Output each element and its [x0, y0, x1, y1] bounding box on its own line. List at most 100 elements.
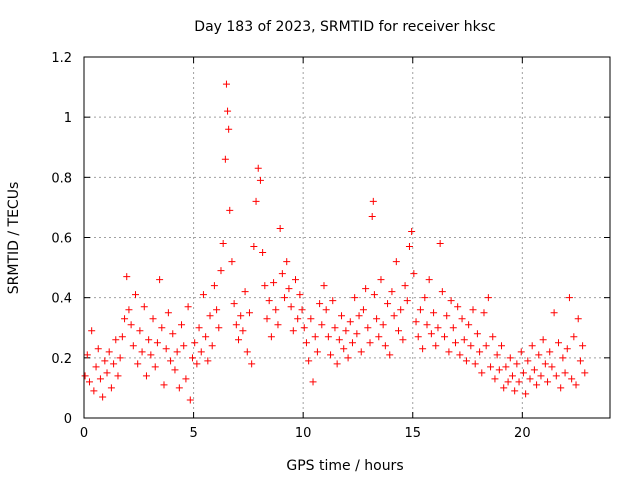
- y-tick-label: 0.4: [51, 292, 72, 307]
- data-point: [90, 387, 98, 395]
- data-point: [327, 351, 335, 359]
- data-point: [395, 327, 403, 335]
- data-point: [287, 303, 295, 311]
- data-point: [557, 384, 565, 392]
- data-point: [340, 345, 348, 353]
- data-point: [423, 321, 431, 329]
- data-point: [204, 357, 212, 365]
- data-point: [225, 125, 233, 133]
- data-point: [217, 267, 225, 275]
- data-point: [132, 291, 140, 299]
- data-point: [436, 240, 444, 248]
- data-point: [445, 348, 453, 356]
- data-point: [546, 348, 554, 356]
- data-point: [245, 309, 253, 317]
- data-point: [375, 333, 383, 341]
- data-point: [384, 300, 392, 308]
- data-point: [410, 270, 418, 278]
- data-point: [270, 279, 278, 287]
- data-point: [419, 345, 427, 353]
- data-point: [462, 357, 470, 365]
- data-point: [476, 348, 484, 356]
- data-point: [276, 224, 284, 232]
- y-tick-label: 0.8: [51, 171, 72, 186]
- data-point: [364, 324, 372, 332]
- data-point: [329, 297, 337, 305]
- data-point: [484, 294, 492, 302]
- data-point: [535, 351, 543, 359]
- data-point: [158, 324, 166, 332]
- data-point: [208, 342, 216, 350]
- data-point: [541, 360, 549, 368]
- data-point: [188, 354, 196, 362]
- data-point: [552, 372, 560, 380]
- data-point: [432, 342, 440, 350]
- x-axis-label: GPS time / hours: [286, 458, 403, 474]
- data-point: [469, 306, 477, 314]
- data-point: [272, 306, 280, 314]
- y-tick-label: 0.6: [51, 232, 72, 247]
- data-point: [278, 270, 286, 278]
- data-point: [405, 243, 413, 251]
- data-point: [145, 336, 153, 344]
- data-point: [581, 369, 589, 377]
- grid-lines: [83, 57, 610, 418]
- data-point: [491, 375, 499, 383]
- data-point: [412, 318, 420, 326]
- data-point: [162, 345, 170, 353]
- data-point: [471, 360, 479, 368]
- data-point: [408, 227, 416, 235]
- data-point: [311, 333, 319, 341]
- x-tick-label: 5: [189, 426, 197, 441]
- data-point: [125, 306, 133, 314]
- data-point: [289, 327, 297, 335]
- data-point: [515, 378, 523, 386]
- data-point: [136, 327, 144, 335]
- data-point: [369, 197, 377, 205]
- data-point: [110, 360, 118, 368]
- data-point: [390, 312, 398, 320]
- data-point: [206, 312, 214, 320]
- data-point: [579, 342, 587, 350]
- data-point: [175, 384, 183, 392]
- data-point: [480, 309, 488, 317]
- data-point: [309, 378, 317, 386]
- data-point: [554, 339, 562, 347]
- data-point: [186, 396, 194, 404]
- data-point: [107, 384, 115, 392]
- data-point: [259, 249, 267, 257]
- data-point: [250, 243, 258, 251]
- y-tick-label: 0.2: [51, 352, 72, 367]
- data-point: [320, 282, 328, 290]
- data-point: [140, 303, 148, 311]
- data-point: [254, 164, 262, 172]
- data-point: [430, 309, 438, 317]
- data-point: [487, 363, 495, 371]
- data-point: [283, 258, 291, 266]
- data-point: [335, 336, 343, 344]
- data-point: [465, 321, 473, 329]
- data-point: [103, 369, 111, 377]
- data-point: [300, 324, 308, 332]
- data-point: [348, 339, 356, 347]
- data-point: [252, 197, 260, 205]
- data-point: [171, 366, 179, 374]
- data-point: [574, 315, 582, 323]
- data-point: [392, 258, 400, 266]
- data-point: [230, 300, 238, 308]
- data-point: [294, 315, 302, 323]
- data-point: [559, 354, 567, 362]
- data-point: [81, 372, 89, 380]
- data-point: [322, 306, 330, 314]
- data-point: [94, 345, 102, 353]
- data-point: [241, 288, 249, 296]
- data-point: [379, 321, 387, 329]
- data-point: [147, 351, 155, 359]
- data-point: [195, 324, 203, 332]
- data-point: [568, 375, 576, 383]
- data-point: [331, 324, 339, 332]
- data-point: [467, 342, 475, 350]
- x-tick-labels: 0 5 10 15 20: [80, 426, 531, 441]
- data-point: [127, 321, 135, 329]
- data-point: [414, 333, 422, 341]
